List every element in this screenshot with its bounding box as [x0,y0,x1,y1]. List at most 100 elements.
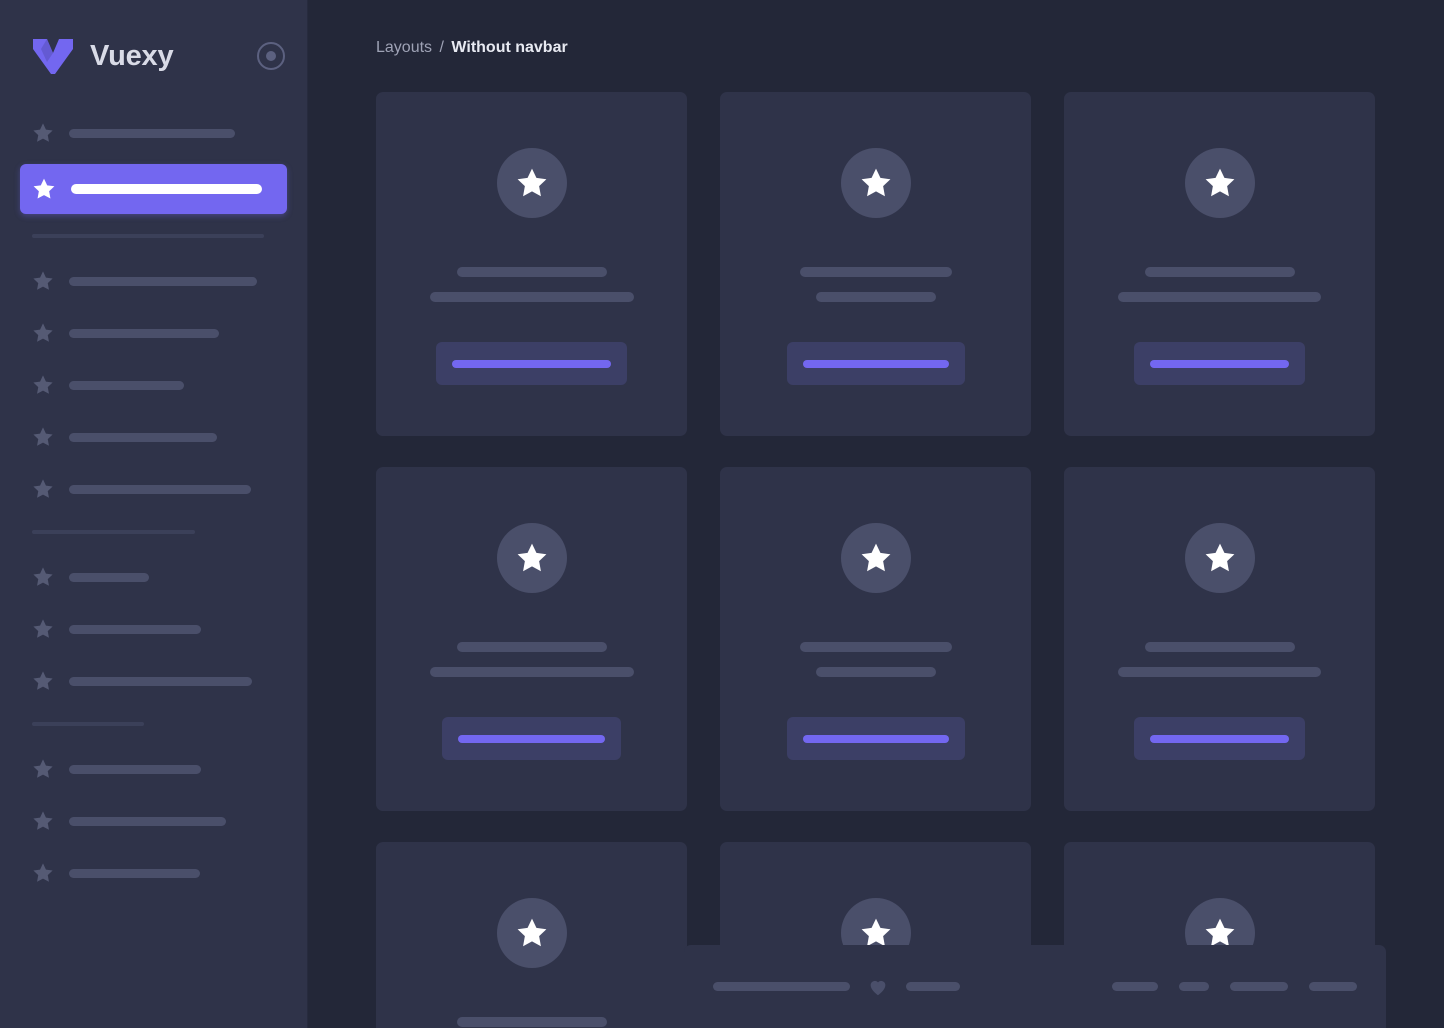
heart-icon[interactable] [867,976,889,998]
sidebar-item[interactable] [20,312,287,354]
card-action-button[interactable] [442,717,621,760]
breadcrumb-current: Without navbar [451,39,568,56]
content-card[interactable] [1064,467,1375,811]
sidebar-group [20,112,287,214]
star-icon [514,540,550,576]
sidebar-item-active[interactable] [20,164,287,214]
star-icon [1202,540,1238,576]
sidebar-item-label-placeholder [69,328,219,338]
main-content: Layouts / Without navbar [308,0,1444,1028]
star-icon [514,915,550,951]
card-text-placeholders [720,642,1031,677]
star-icon [31,373,55,397]
star-icon [31,176,57,202]
card-text-placeholders [720,267,1031,302]
brand[interactable]: Vuexy [30,35,257,77]
content-card[interactable] [1064,92,1375,436]
breadcrumb-separator: / [439,39,444,56]
sidebar-item-label-placeholder [69,816,226,826]
card-button-label-placeholder [802,734,949,743]
sidebar-item[interactable] [20,364,287,406]
card-title-placeholder [1144,642,1295,652]
card-title-placeholder [799,642,952,652]
card-title-placeholder [456,642,607,652]
footer-link-placeholder[interactable] [1309,982,1357,991]
card-subtitle-placeholder [1118,667,1321,677]
sidebar-item[interactable] [20,556,287,598]
card-action-button[interactable] [786,717,965,760]
content-card[interactable] [376,92,687,436]
footer-text-placeholder [713,982,850,991]
content-card[interactable] [376,467,687,811]
star-icon [31,477,55,501]
avatar [1184,523,1255,593]
sidebar-group [20,530,287,702]
star-icon [1202,165,1238,201]
star-icon [31,425,55,449]
circle-dot-toggle-icon[interactable] [257,42,285,70]
breadcrumb-parent[interactable]: Layouts [376,39,433,56]
avatar [496,148,567,218]
sidebar-section-divider [32,530,195,534]
sidebar-item-label-placeholder [69,276,257,286]
sidebar-item[interactable] [20,608,287,650]
card-button-label-placeholder [458,734,605,743]
sidebar-item[interactable] [20,852,287,894]
star-icon [31,617,55,641]
card-subtitle-placeholder [429,667,634,677]
sidebar-item-label-placeholder [69,868,200,878]
sidebar-section-divider [32,722,144,726]
card-action-button[interactable] [1134,342,1305,385]
star-icon [31,861,55,885]
sidebar-item-label-placeholder [69,624,201,634]
card-action-button[interactable] [1134,717,1305,760]
sidebar-item[interactable] [20,468,287,510]
sidebar-item-label-placeholder [69,572,149,582]
sidebar-item[interactable] [20,112,287,154]
star-icon [31,269,55,293]
star-icon [514,165,550,201]
sidebar-item[interactable] [20,260,287,302]
star-icon [31,565,55,589]
footer-link-placeholder[interactable] [1230,982,1288,991]
card-text-placeholders [376,1017,687,1028]
card-button-label-placeholder [1150,359,1289,368]
card-text-placeholders [376,642,687,677]
sidebar-header: Vuexy [0,0,307,112]
card-subtitle-placeholder [815,292,936,302]
sidebar-item[interactable] [20,416,287,458]
sidebar-item[interactable] [20,660,287,702]
sidebar-item[interactable] [20,800,287,842]
star-icon [31,809,55,833]
footer-link-placeholder[interactable] [906,982,960,991]
card-grid [308,60,1444,1028]
star-icon [31,757,55,781]
breadcrumb: Layouts / Without navbar [308,0,1444,60]
card-action-button[interactable] [436,342,627,385]
content-card[interactable] [720,467,1031,811]
footer-link-placeholder[interactable] [1179,982,1209,991]
avatar [1184,148,1255,218]
star-icon [31,669,55,693]
card-subtitle-placeholder [429,292,634,302]
card-text-placeholders [1064,642,1375,677]
avatar [496,523,567,593]
card-action-button[interactable] [786,342,965,385]
content-card[interactable] [720,92,1031,436]
sidebar-item[interactable] [20,748,287,790]
sidebar-item-label-placeholder [69,432,217,442]
toggle-dot [266,51,276,61]
card-text-placeholders [1064,267,1375,302]
card-subtitle-placeholder [815,667,936,677]
card-title-placeholder [799,267,952,277]
card-title-placeholder [456,1017,607,1027]
star-icon [1202,915,1238,951]
sidebar: Vuexy [0,0,308,1028]
content-card[interactable] [376,842,687,1028]
sidebar-item-label-placeholder [69,128,235,138]
footer-right-group [1112,982,1357,991]
sidebar-item-label-placeholder [69,676,252,686]
footer-link-placeholder[interactable] [1112,982,1158,991]
footer-left-group [713,976,960,998]
